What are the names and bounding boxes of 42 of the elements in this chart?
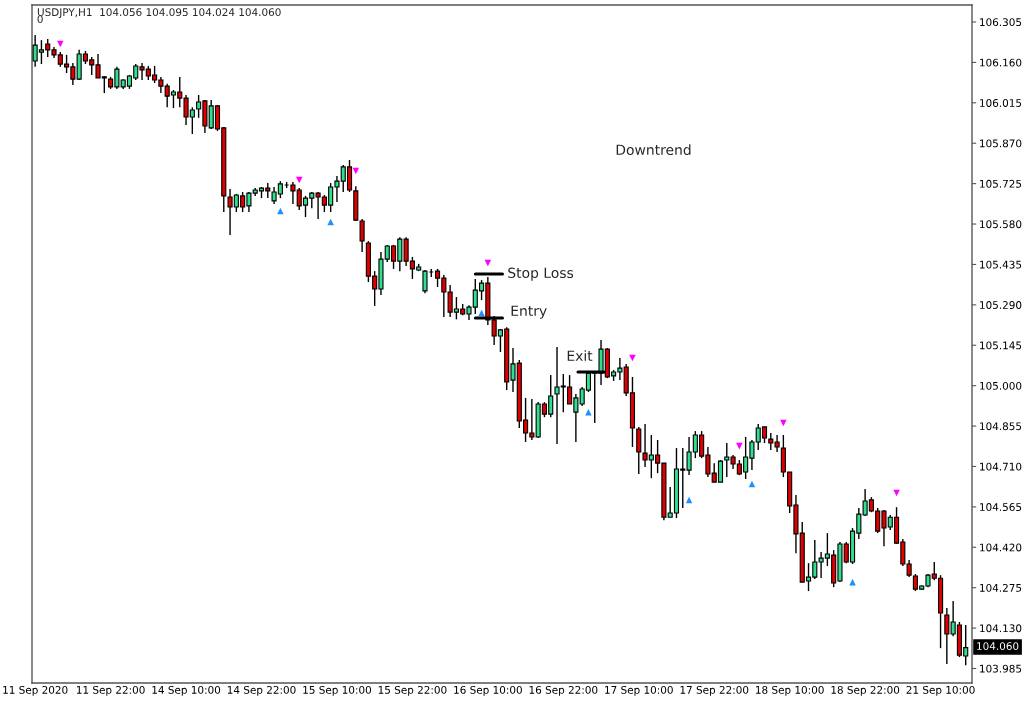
x-tick-label: 21 Sep 10:00 bbox=[906, 685, 975, 696]
y-tick-label: 105.870 bbox=[980, 139, 1022, 148]
x-tick-label: 18 Sep 10:00 bbox=[756, 685, 824, 696]
x-tick-label: 18 Sep 22:00 bbox=[831, 685, 900, 696]
y-tick-label: 105.290 bbox=[980, 301, 1022, 309]
x-tick-label: 15 Sep 22:00 bbox=[378, 685, 447, 696]
y-tick-label: 104.130 bbox=[980, 624, 1022, 633]
point bbox=[295, 176, 303, 184]
y-tick-label: 105.145 bbox=[980, 341, 1022, 350]
y-tick-label: 105.725 bbox=[980, 179, 1022, 188]
y-tick-label: 104.420 bbox=[980, 543, 1022, 552]
x-tick-label: 14 Sep 22:00 bbox=[227, 685, 296, 696]
y-tick-label: 105.580 bbox=[980, 220, 1022, 229]
y-tick-label: 104.855 bbox=[980, 422, 1022, 431]
y-tick-label: 104.710 bbox=[980, 462, 1022, 471]
point bbox=[352, 167, 360, 175]
point bbox=[736, 442, 743, 450]
x-tick-label: 11 Sep 22:00 bbox=[76, 685, 145, 696]
y-tick-label: 105.435 bbox=[980, 260, 1022, 269]
x-tick-label: 17 Sep 10:00 bbox=[605, 685, 673, 696]
y-tick-label: 104.275 bbox=[980, 583, 1022, 592]
annotation: Stop Loss bbox=[508, 267, 574, 281]
y-tick-label: 104.565 bbox=[980, 503, 1022, 511]
point bbox=[780, 419, 787, 427]
x-tick-label: 14 Sep 10:00 bbox=[152, 685, 221, 696]
x-tick-label: 15 Sep 10:00 bbox=[303, 685, 372, 696]
annotation: Entry bbox=[511, 305, 547, 319]
text: 104.060 bbox=[977, 642, 1019, 651]
annotation: Exit bbox=[567, 350, 593, 361]
point bbox=[277, 207, 284, 215]
y-tick-label: 106.015 bbox=[980, 99, 1022, 107]
x-tick-label: 11 Sep 2020 bbox=[3, 685, 68, 696]
x-tick-label: 17 Sep 22:00 bbox=[680, 685, 749, 696]
point bbox=[57, 40, 64, 48]
annotation: Downtrend bbox=[616, 144, 691, 156]
x-tick-label: 16 Sep 22:00 bbox=[529, 685, 598, 696]
y-tick-label: 106.305 bbox=[980, 18, 1022, 27]
y-tick-label: 103.985 bbox=[980, 664, 1022, 673]
y-tick-label: 106.160 bbox=[980, 58, 1022, 67]
y-tick-label: 105.000 bbox=[980, 381, 1022, 390]
point bbox=[484, 259, 492, 267]
x-tick-label: 16 Sep 10:00 bbox=[454, 685, 522, 696]
